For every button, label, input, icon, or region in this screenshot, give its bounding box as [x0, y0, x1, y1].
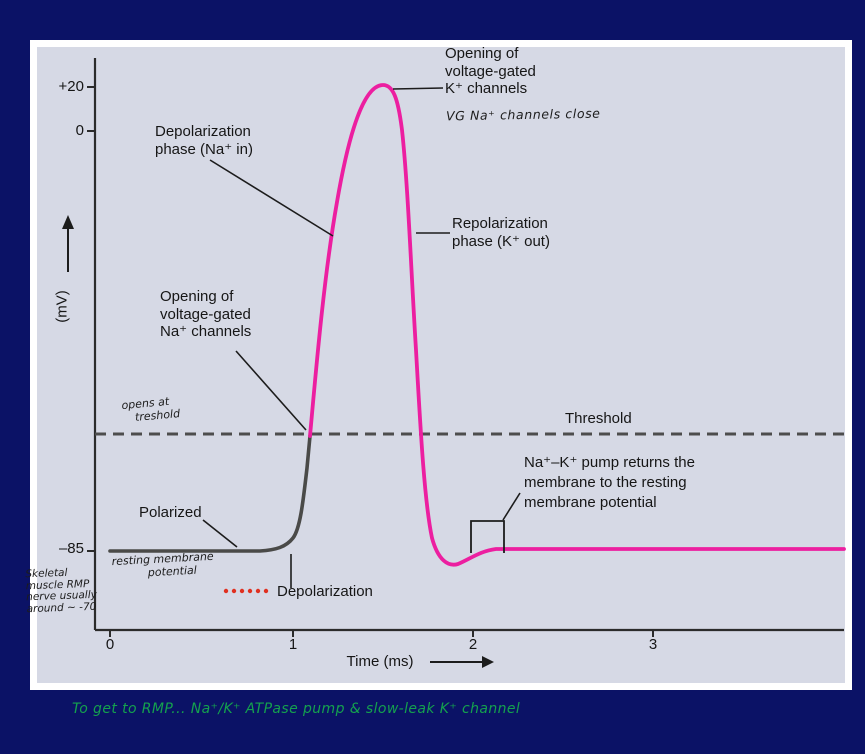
- pointer-k-open: [392, 87, 444, 90]
- label-line: membrane to the resting: [524, 474, 687, 491]
- red-dots: [223, 588, 269, 594]
- curve-gray-segment: [108, 434, 312, 553]
- label-line: phase (Na⁺ in): [155, 140, 253, 158]
- label-na-channels-open: Opening of voltage-gated Na⁺ channels: [160, 288, 251, 341]
- y-axis-title: (mV): [53, 290, 71, 323]
- pump-bracket: [470, 520, 505, 553]
- handwritten-vg-na-close: VG Na⁺ channels close: [445, 105, 601, 124]
- handwritten-skeletal-rmp-note: Skeletal muscle RMP nerve usually around…: [25, 567, 97, 615]
- label-depolarization-phase: Depolarization phase (Na⁺ in): [155, 123, 253, 158]
- pointer-pump: [502, 492, 521, 521]
- label-polarized: Polarized: [139, 504, 202, 521]
- label-depolarization: Depolarization: [277, 583, 373, 600]
- label-line: Na⁺–K⁺ pump returns the: [524, 454, 695, 471]
- label-line: Repolarization: [452, 215, 548, 232]
- y-tick-label-plus20: +20: [58, 78, 84, 95]
- label-line: phase (K⁺ out): [452, 232, 550, 250]
- label-line: membrane potential: [524, 494, 657, 511]
- x-tick-label-3: 3: [648, 636, 658, 653]
- time-axis-arrow-head: [482, 656, 494, 668]
- plot-area: [37, 47, 845, 683]
- x-tick-label-0: 0: [105, 636, 115, 653]
- label-line: Opening of: [160, 288, 234, 305]
- label-line: voltage-gated: [445, 62, 536, 80]
- label-threshold: Threshold: [565, 410, 632, 427]
- label-line: K⁺ channels: [445, 80, 528, 97]
- mv-axis-arrow-head: [62, 215, 74, 229]
- y-tick-label-minus85: –85: [58, 540, 84, 557]
- y-tick-label-zero: 0: [75, 122, 84, 139]
- curve-pink-segment: [308, 83, 846, 567]
- x-tick-label-1: 1: [288, 636, 298, 653]
- pointer-polarized: [202, 519, 238, 548]
- pointer-depol-phase: [209, 159, 334, 237]
- label-line: voltage-gated: [160, 305, 251, 323]
- pointer-na-open: [235, 350, 307, 431]
- x-tick-label-2: 2: [468, 636, 478, 653]
- chart-canvas: [62, 58, 846, 668]
- x-axis-title: Time (ms): [346, 653, 414, 670]
- label-repolarization-phase: Repolarization phase (K⁺ out): [452, 215, 550, 250]
- label-line: Depolarization: [155, 123, 251, 140]
- label-k-channels-open: Opening of voltage-gated K⁺ channels: [445, 45, 536, 98]
- handwritten-footer-note: To get to RMP... Na⁺/K⁺ ATPase pump & sl…: [72, 701, 521, 717]
- label-na-k-pump: Na⁺–K⁺ pump returns the membrane to the …: [524, 453, 695, 513]
- action-potential-figure: +20 0 –85 0 1 2 3 (mV) Time (ms) Opening…: [25, 40, 852, 690]
- label-line: Na⁺ channels: [160, 323, 252, 340]
- label-line: Opening of: [445, 45, 519, 62]
